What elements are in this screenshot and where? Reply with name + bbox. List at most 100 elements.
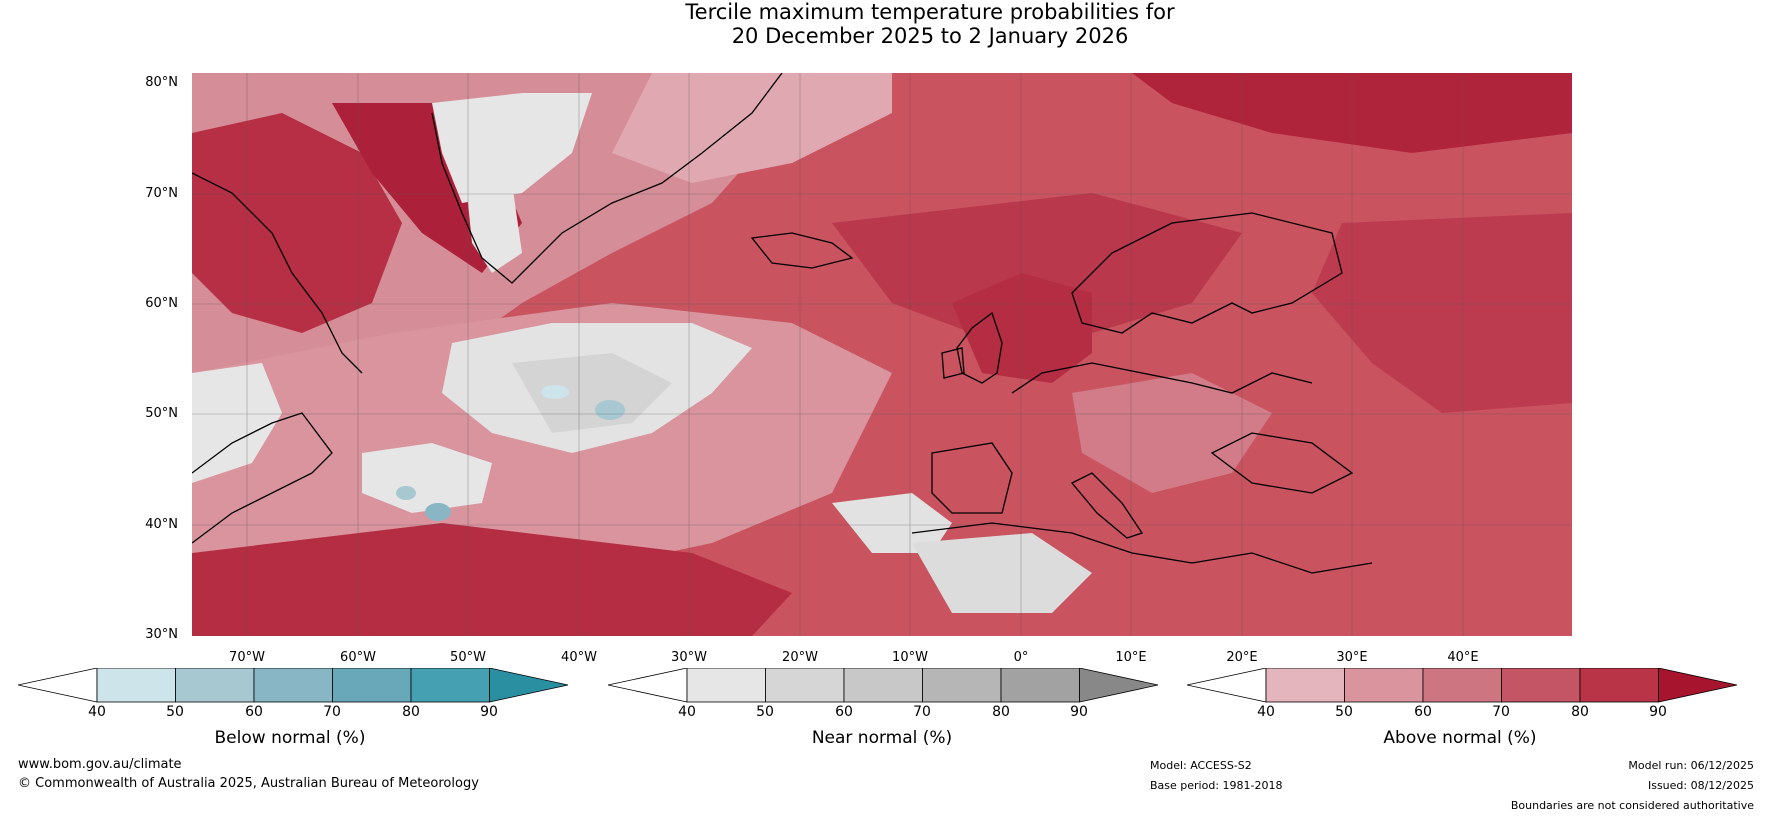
lon-label-60w: 60°W: [340, 650, 376, 665]
lat-label-50: 50°N: [145, 406, 178, 421]
cbar-near-arrow-left: [607, 667, 688, 703]
lat-label-60: 60°N: [145, 296, 178, 311]
cbar-near-tick-90: 90: [1070, 704, 1088, 720]
cbar-near-seg-5: [1000, 667, 1080, 703]
cbar-below-seg-3: [253, 667, 333, 703]
cbar-above-seg-5: [1579, 667, 1659, 703]
cbar-below-seg-2: [175, 667, 255, 703]
lon-label-50w: 50°W: [450, 650, 486, 665]
shade-below-normal-3: [425, 503, 451, 521]
cbar-near-seg-1: [686, 667, 766, 703]
cbar-below-tick-80: 80: [402, 704, 420, 720]
lon-label-40w: 40°W: [561, 650, 597, 665]
colorbar-near-normal: [607, 667, 1160, 712]
footer-model-run: Model run: 06/12/2025: [1628, 759, 1754, 772]
shade-newfoundland-grey: [192, 363, 282, 483]
colorbar-below-normal: [17, 667, 570, 712]
cbar-below-seg-1: [96, 667, 176, 703]
lon-label-70w: 70°W: [229, 650, 265, 665]
shade-north-africa-grey: [832, 493, 952, 553]
shade-central-europe-light: [1072, 373, 1272, 493]
shade-greenland-sea-light: [612, 73, 892, 183]
lon-label-30w: 30°W: [671, 650, 707, 665]
cbar-below-label: Below normal (%): [214, 728, 366, 748]
graticule: [192, 73, 1572, 636]
lat-label-30: 30°N: [145, 627, 178, 642]
cbar-above-seg-2: [1344, 667, 1424, 703]
map-svg: [192, 73, 1572, 636]
shade-azores-grey: [362, 443, 492, 513]
coast-britain: [956, 311, 1003, 384]
lon-label-30e: 30°E: [1336, 650, 1368, 665]
coast-baffin: [192, 172, 363, 374]
cbar-below-arrow-right: [489, 667, 569, 703]
coast-scandinavia: [1071, 212, 1343, 334]
cbar-below-tick-70: 70: [323, 704, 341, 720]
title-line-2: 20 December 2025 to 2 January 2026: [731, 24, 1129, 48]
cbar-near-tick-60: 60: [835, 704, 853, 720]
colorbar-above-svg: [1186, 667, 1738, 703]
shade-below-normal-2: [541, 385, 569, 399]
coastlines: [192, 73, 1373, 574]
shade-midatlantic-grey-2: [512, 353, 672, 433]
cbar-near-arrow-right: [1079, 667, 1159, 703]
lon-label-40e: 40°E: [1447, 650, 1479, 665]
footer-disclaimer: Boundaries are not considered authoritat…: [1510, 799, 1754, 812]
coast-iceland: [750, 232, 854, 269]
cbar-near-seg-3: [843, 667, 923, 703]
cbar-near-tick-80: 80: [992, 704, 1010, 720]
shade-russia-dark: [1312, 213, 1572, 413]
cbar-above-tick-80: 80: [1571, 704, 1589, 720]
cbar-above-seg-3: [1422, 667, 1502, 703]
shade-norwegian-sea-dark: [832, 193, 1242, 333]
cbar-below-seg-4: [332, 667, 412, 703]
chart-title: Tercile maximum temperature probabilitie…: [0, 0, 1770, 48]
lon-label-0: 0°: [1013, 650, 1029, 665]
coast-black-sea: [1210, 432, 1354, 494]
coast-greenland: [431, 73, 783, 284]
footer-base-period: Base period: 1981-2018: [1150, 779, 1283, 792]
shade-below-normal-4: [396, 486, 416, 500]
title-line-1: Tercile maximum temperature probabilitie…: [685, 0, 1175, 24]
footer-website: www.bom.gov.au/climate: [18, 757, 182, 772]
probability-map: [192, 73, 1572, 636]
cbar-below-tick-40: 40: [88, 704, 106, 720]
cbar-near-seg-2: [765, 667, 845, 703]
shade-below-normal-1: [595, 400, 625, 420]
cbar-above-arrow-left: [1186, 667, 1267, 703]
lat-label-40: 40°N: [145, 517, 178, 532]
colorbar-near-svg: [607, 667, 1159, 703]
shade-atlantic-south-dark: [192, 523, 792, 636]
lat-label-70: 70°N: [145, 186, 178, 201]
cbar-near-tick-50: 50: [756, 704, 774, 720]
cbar-above-tick-70: 70: [1492, 704, 1510, 720]
cbar-below-tick-60: 60: [245, 704, 263, 720]
cbar-below-seg-5: [410, 667, 490, 703]
coast-europe: [1011, 362, 1313, 394]
cbar-near-tick-40: 40: [678, 704, 696, 720]
lat-label-80: 80°N: [145, 75, 178, 90]
cbar-above-tick-90: 90: [1649, 704, 1667, 720]
cbar-above-label: Above normal (%): [1383, 728, 1537, 748]
coast-ireland: [941, 347, 965, 379]
colorbar-below-svg: [17, 667, 569, 703]
footer-model: Model: ACCESS-S2: [1150, 759, 1252, 772]
footer-copyright: © Commonwealth of Australia 2025, Austra…: [18, 776, 479, 791]
shade-greenland-interior-grey: [432, 93, 592, 203]
cbar-near-label: Near normal (%): [811, 728, 953, 748]
coast-iberia: [931, 442, 1013, 514]
cbar-above-seg-1: [1265, 667, 1345, 703]
cbar-below-arrow-left: [17, 667, 98, 703]
cbar-near-seg-4: [922, 667, 1002, 703]
shade-british-isles-dark: [952, 273, 1092, 383]
lon-label-20w: 20°W: [782, 650, 818, 665]
cbar-above-tick-40: 40: [1257, 704, 1275, 720]
cbar-above-seg-4: [1501, 667, 1581, 703]
footer-issued: Issued: 08/12/2025: [1647, 779, 1754, 792]
coast-italy: [1070, 472, 1144, 539]
shade-greenland-south-grey: [467, 183, 522, 273]
shade-sahara-grey: [912, 533, 1092, 613]
lon-label-10w: 10°W: [892, 650, 928, 665]
lon-label-10e: 10°E: [1115, 650, 1147, 665]
cbar-below-tick-50: 50: [166, 704, 184, 720]
